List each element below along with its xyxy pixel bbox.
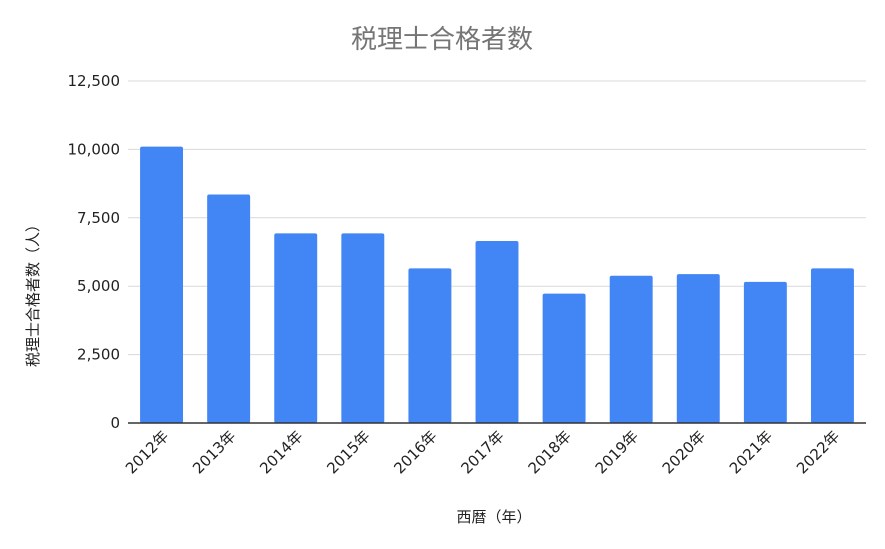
bar-2022年 — [810, 268, 854, 423]
y-axis-label: 税理士合格者数（人） — [24, 217, 42, 367]
x-tick-label: 2016年 — [390, 427, 440, 477]
bar-2019年 — [609, 275, 653, 423]
gridlines — [128, 80, 866, 356]
bar-2012年 — [140, 146, 184, 423]
x-tick-label: 2020年 — [659, 427, 709, 477]
x-tick-label: 2014年 — [256, 427, 306, 477]
x-axis-ticks: 2012年 2013年 2014年 2015年 2016年 2017年 2018年 2019年… — [122, 427, 843, 477]
y-tick-label: 12,500 — [68, 72, 121, 90]
bar-2020年 — [676, 274, 720, 423]
x-axis-label: 西暦（年） — [456, 508, 531, 526]
bar-2013年 — [207, 194, 251, 423]
bar-2018年 — [542, 293, 586, 423]
y-axis-ticks: 0 2,500 5,000 7,500 10,000 12,500 — [68, 72, 121, 432]
bar-2016年 — [408, 268, 452, 423]
bar-2015年 — [341, 233, 385, 423]
y-tick-label: 2,500 — [77, 346, 120, 364]
bar-2017年 — [475, 241, 519, 423]
chart-title: 税理士合格者数 — [351, 25, 533, 55]
x-tick-label: 2019年 — [592, 427, 642, 477]
x-tick-label: 2021年 — [726, 427, 776, 477]
y-tick-label: 0 — [110, 414, 120, 432]
y-tick-label: 5,000 — [77, 277, 120, 295]
bar-2014年 — [274, 233, 318, 423]
bar-2021年 — [743, 281, 787, 423]
x-tick-label: 2022年 — [793, 427, 843, 477]
y-tick-label: 10,000 — [68, 140, 121, 158]
x-tick-label: 2013年 — [189, 427, 239, 477]
x-tick-label: 2017年 — [457, 427, 507, 477]
x-tick-label: 2015年 — [323, 427, 373, 477]
x-tick-label: 2018年 — [525, 427, 575, 477]
x-tick-label: 2012年 — [122, 427, 172, 477]
y-tick-label: 7,500 — [77, 209, 120, 227]
bars — [140, 146, 854, 423]
